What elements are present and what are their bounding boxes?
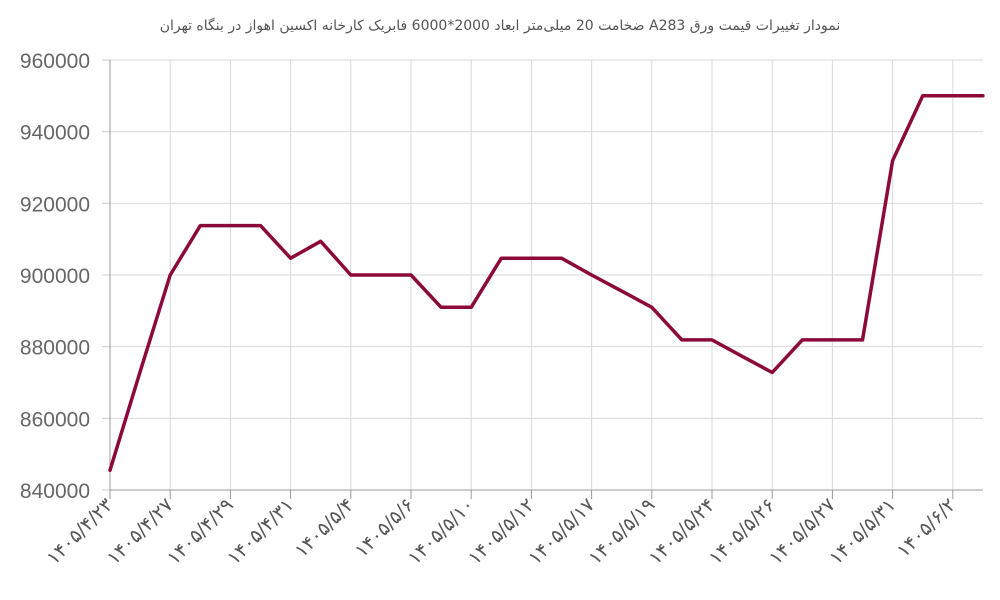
y-tick-label: 940000 bbox=[20, 122, 90, 145]
x-tick-label: ۱۴۰۵/۵/۴ bbox=[290, 494, 358, 562]
data-point bbox=[469, 305, 473, 309]
data-point bbox=[861, 338, 865, 342]
y-tick-label: 880000 bbox=[20, 337, 90, 360]
data-point bbox=[409, 273, 413, 277]
data-point bbox=[198, 224, 202, 228]
x-tick-label: ۱۴۰۵/۶/۲ bbox=[892, 494, 960, 562]
data-point bbox=[650, 305, 654, 309]
grid-lines bbox=[110, 59, 983, 491]
chart-title: نمودار تغییرات قیمت ورق A283 ضخامت 20 می… bbox=[159, 18, 841, 34]
data-point bbox=[138, 370, 142, 374]
data-point bbox=[891, 159, 895, 163]
data-point bbox=[710, 338, 714, 342]
data-point bbox=[319, 239, 323, 243]
x-axis-ticks: ۱۴۰۵/۴/۲۳۱۴۰۵/۴/۲۷۱۴۰۵/۴/۲۹۱۴۰۵/۴/۳۱۱۴۰۵… bbox=[42, 494, 960, 569]
x-tick-label: ۱۴۰۵/۵/۳۱ bbox=[825, 494, 900, 569]
y-tick-label: 960000 bbox=[20, 50, 90, 73]
axes bbox=[102, 59, 983, 499]
data-point bbox=[981, 94, 985, 98]
data-point bbox=[740, 354, 744, 358]
data-point bbox=[529, 256, 533, 260]
data-point bbox=[800, 338, 804, 342]
data-point bbox=[620, 289, 624, 293]
data-point bbox=[259, 224, 263, 228]
y-axis-ticks: 840000 860000 880000 900000 920000 940000 9600… bbox=[20, 50, 90, 503]
data-point bbox=[680, 338, 684, 342]
y-tick-label: 920000 bbox=[20, 193, 90, 216]
data-point bbox=[168, 273, 172, 277]
data-point bbox=[590, 273, 594, 277]
series-group bbox=[108, 94, 985, 473]
series-line bbox=[108, 94, 985, 473]
x-tick-label: ۱۴۰۵/۴/۳۱ bbox=[223, 494, 298, 569]
data-point bbox=[830, 338, 834, 342]
data-point bbox=[228, 224, 232, 228]
data-point bbox=[499, 256, 503, 260]
data-point bbox=[921, 94, 925, 98]
data-point bbox=[379, 273, 383, 277]
data-point bbox=[108, 468, 112, 472]
data-point bbox=[560, 256, 564, 260]
data-point bbox=[770, 370, 774, 374]
data-point bbox=[439, 305, 443, 309]
y-tick-label: 860000 bbox=[20, 408, 90, 431]
y-tick-label: 900000 bbox=[20, 265, 90, 288]
data-point bbox=[951, 94, 955, 98]
y-tick-label: 840000 bbox=[20, 480, 90, 503]
data-point bbox=[349, 273, 353, 277]
data-point bbox=[289, 256, 293, 260]
